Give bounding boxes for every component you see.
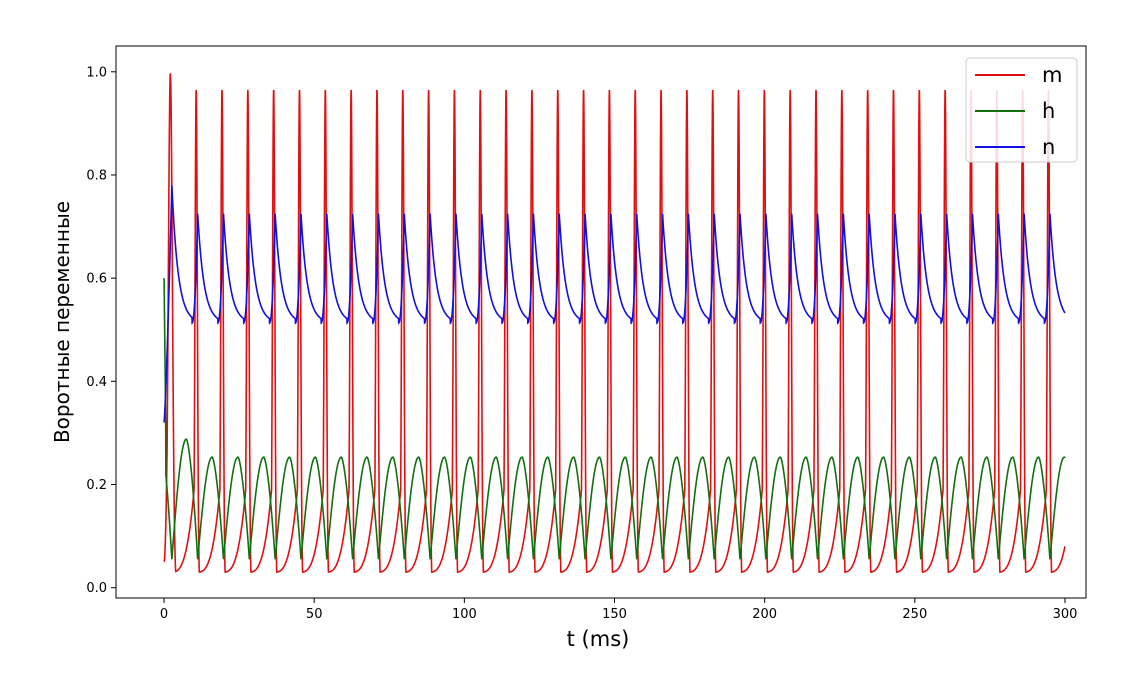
- legend-label-m: m: [1042, 63, 1062, 87]
- x-tick-label: 300: [1053, 607, 1078, 622]
- x-axis-label: t (ms): [567, 627, 630, 651]
- y-tick-label: 0.4: [86, 375, 107, 390]
- legend: mhn: [965, 57, 1078, 163]
- x-tick-label: 50: [306, 607, 323, 622]
- x-tick-label: 0: [160, 607, 168, 622]
- series-line-m: [163, 73, 1066, 573]
- y-axis-ticks: 0.0 0.2 0.4 0.6 0.8 1.0: [86, 65, 116, 596]
- legend-label-h: h: [1042, 99, 1055, 123]
- x-tick-label: 100: [452, 607, 477, 622]
- plot-area: [163, 73, 1066, 573]
- axes-frame: [115, 45, 1087, 599]
- y-tick-label: 0.8: [86, 168, 107, 183]
- series-line-n: [163, 185, 1066, 423]
- y-tick-label: 0.2: [86, 478, 107, 493]
- y-tick-label: 0.0: [86, 581, 107, 596]
- series-line-h: [163, 278, 1066, 560]
- x-axis-ticks: 0 50 100 150 200 250 300: [160, 598, 1077, 622]
- x-tick-label: 150: [602, 607, 627, 622]
- x-tick-label: 250: [902, 607, 927, 622]
- x-tick-label: 200: [752, 607, 777, 622]
- y-tick-label: 1.0: [86, 65, 107, 80]
- legend-label-n: n: [1042, 135, 1055, 159]
- y-tick-label: 0.6: [86, 272, 107, 287]
- y-axis-label: Воротные переменные: [50, 201, 74, 443]
